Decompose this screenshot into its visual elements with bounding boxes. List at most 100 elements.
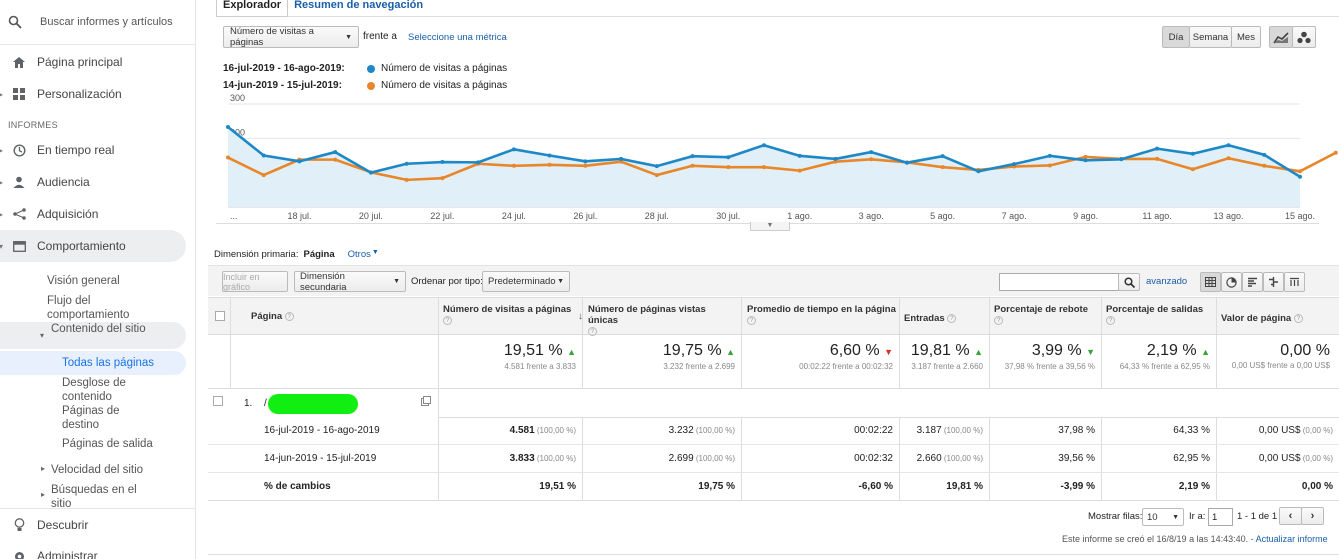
sidebar-sub-exit[interactable]: Páginas de salida <box>62 438 153 450</box>
summary-cell: 0,00 % 0,00 US$ frente a 0,00 US$ <box>1220 342 1330 370</box>
gear-icon <box>8 550 30 559</box>
cell-pageviews: 19,51 % <box>539 481 576 492</box>
section-title: INFORMES <box>8 120 58 130</box>
view-comparison-button[interactable] <box>1263 272 1284 292</box>
sidebar-sub-site-content[interactable]: Contenido del sitio <box>51 323 146 335</box>
motion-chart-button[interactable] <box>1292 26 1316 48</box>
sidebar-item-behavior[interactable]: ▾ Comportamiento <box>0 230 186 262</box>
chart-collapse-handle[interactable]: ▼ <box>750 222 790 231</box>
help-icon: ? <box>747 315 756 325</box>
sidebar-item-label: Comportamiento <box>37 239 126 253</box>
sort-desc-icon: ↓ <box>578 311 583 322</box>
sidebar-item-home[interactable]: Página principal <box>0 46 195 78</box>
sidebar-search[interactable]: Buscar informes y artículos <box>0 0 195 45</box>
col-header-page-value[interactable]: Valor de página ? <box>1221 313 1303 324</box>
period-day-button[interactable]: Día <box>1162 26 1190 48</box>
x-tick-label: 26 jul. <box>573 211 597 221</box>
table-search-button[interactable] <box>1118 273 1140 291</box>
dashboard-icon <box>8 88 30 100</box>
series-line-current-point <box>904 160 909 165</box>
col-header-entrances[interactable]: Entradas ? <box>904 313 957 324</box>
help-icon: ? <box>443 315 452 325</box>
series-line-current-point <box>726 155 731 160</box>
sidebar-item-discover[interactable]: Descubrir <box>0 509 195 541</box>
arrow-down-icon: ▼ <box>1086 347 1095 357</box>
cell-entrances: 2.660 (100,00 %) <box>916 453 983 464</box>
legend-period: 14-jun-2019 - 15-jul-2019: <box>223 80 342 91</box>
col-header-unique-pageviews[interactable]: Número de páginas vistas únicas? <box>588 304 738 337</box>
view-pivot-button[interactable] <box>1284 272 1305 292</box>
sidebar-sub-flow[interactable]: Flujo del comportamiento <box>47 295 130 321</box>
chevron-left-icon: ‹ <box>1288 510 1293 522</box>
sidebar-sub-overview[interactable]: Visión general <box>47 275 120 287</box>
view-performance-button[interactable] <box>1242 272 1263 292</box>
cell-avg-time: 00:02:22 <box>854 425 893 436</box>
row-index: 1. <box>244 398 253 409</box>
person-icon <box>8 176 30 188</box>
col-header-pageviews[interactable]: Número de visitas a páginas? ↓ <box>443 304 583 326</box>
refresh-report-link[interactable]: Actualizar informe <box>1255 534 1328 544</box>
series-line-previous-point <box>690 163 695 168</box>
sidebar-sub-landing[interactable]: Páginas de destino <box>62 405 120 431</box>
sidebar-sub-speed[interactable]: Velocidad del sitio <box>51 464 144 476</box>
rows-per-page-value: 10 <box>1147 511 1158 523</box>
chevron-right-icon: ▸ <box>0 178 3 187</box>
col-header-bounce-rate[interactable]: Porcentaje de rebote? <box>994 304 1094 326</box>
tab-navigation-summary[interactable]: Resumen de navegación <box>294 0 424 11</box>
metric-dropdown[interactable]: Número de visitas a páginas ▼ <box>223 26 359 48</box>
goto-page-input[interactable]: 1 <box>1208 508 1233 526</box>
sidebar-item-audience[interactable]: ▸ Audiencia <box>0 166 195 198</box>
select-all-checkbox[interactable] <box>215 311 225 321</box>
period-month-button[interactable]: Mes <box>1231 26 1261 48</box>
col-header-page[interactable]: Página ? <box>251 311 294 322</box>
chevron-right-icon: › <box>1310 510 1315 522</box>
series-line-current-point <box>368 170 373 175</box>
col-header-label: Valor de página <box>1221 313 1292 324</box>
series-line-previous-point <box>654 173 659 178</box>
select-metric-link[interactable]: Seleccione una métrica <box>408 32 507 43</box>
x-tick-label: 1 ago. <box>787 211 812 221</box>
caret-down-icon: ▼ <box>1172 513 1179 521</box>
x-tick-label: 13 ago. <box>1214 211 1244 221</box>
sort-type-dropdown[interactable]: Predeterminado ▼ <box>482 271 570 292</box>
next-page-button[interactable]: › <box>1301 507 1324 525</box>
table-search-input[interactable] <box>999 273 1119 291</box>
include-in-chart-button[interactable]: Incluir en gráfico <box>222 271 288 292</box>
sidebar-item-admin[interactable]: Administrar <box>0 540 195 559</box>
clock-icon <box>8 143 30 157</box>
series-line-current-point <box>1012 162 1017 167</box>
open-page-icon[interactable] <box>421 396 431 406</box>
sidebar-item-label: Página principal <box>37 55 123 69</box>
sidebar-item-acquisition[interactable]: ▸ Adquisición <box>0 198 195 230</box>
x-tick-label: 18 jul. <box>287 211 311 221</box>
cell-entrances: 19,81 % <box>946 481 983 492</box>
other-dimensions-link[interactable]: Otros <box>347 249 371 260</box>
sidebar-item-customization[interactable]: ▸ Personalización <box>0 78 195 110</box>
period-week-button[interactable]: Semana <box>1189 26 1232 48</box>
secondary-dimension-label: Dimensión secundaria <box>300 270 347 293</box>
row-label: % de cambios <box>264 481 331 492</box>
x-tick-label: 5 ago. <box>930 211 955 221</box>
caret-down-icon: ▼ <box>557 278 564 285</box>
primary-dimension-value[interactable]: Página <box>303 249 335 260</box>
secondary-dimension-dropdown[interactable]: Dimensión secundaria ▼ <box>294 270 406 293</box>
line-chart-button[interactable] <box>1269 26 1293 48</box>
summary-sub: 0,00 US$ frente a 0,00 US$ <box>1231 361 1330 370</box>
series-line-current-point <box>1190 151 1195 156</box>
row-checkbox[interactable] <box>213 396 223 406</box>
prev-page-button[interactable]: ‹ <box>1279 507 1302 525</box>
sidebar-sub-drilldown[interactable]: Desglose de contenido <box>62 377 126 403</box>
view-table-button[interactable] <box>1200 272 1221 292</box>
advanced-filter-link[interactable]: avanzado <box>1146 276 1188 287</box>
view-pie-button[interactable] <box>1221 272 1242 292</box>
y-tick-label: 300 <box>230 93 245 103</box>
rows-per-page-select[interactable]: 10 ▼ <box>1142 508 1184 526</box>
sidebar-item-realtime[interactable]: ▸ En tiempo real <box>0 134 195 166</box>
sidebar-item-label: Adquisición <box>37 207 99 221</box>
tab-explorer[interactable]: Explorador <box>216 0 289 17</box>
row-page-link[interactable]: / <box>264 398 267 409</box>
col-header-exit-rate[interactable]: Porcentaje de salidas? <box>1106 304 1216 326</box>
col-header-avg-time[interactable]: Promedio de tiempo en la página? <box>747 304 897 326</box>
sidebar-sub-all-pages[interactable]: Todas las páginas <box>0 351 186 375</box>
sidebar-sub-search[interactable]: Búsquedas en el sitio <box>51 484 137 509</box>
